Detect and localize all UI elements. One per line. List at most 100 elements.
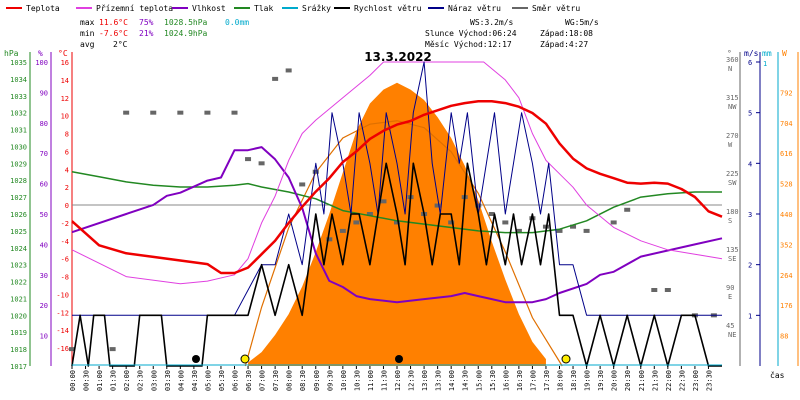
wind-tick-label: 2 — [748, 262, 752, 270]
stat-avg-temp: 2°C — [113, 40, 128, 49]
time-tick-label: 13:00 — [421, 370, 429, 391]
humidity-tick-label: 40 — [40, 241, 48, 249]
chart-title: 13.3.2022 — [364, 50, 432, 64]
legend-item-naraz-vetru: Náraz větru — [428, 4, 501, 13]
stat-min-label: min — [80, 29, 95, 38]
pressure-tick-label: 1027 — [10, 194, 27, 202]
solar-tick-label: 440 — [780, 211, 793, 219]
temperature-line — [71, 100, 723, 275]
sunset-marker — [561, 354, 571, 364]
time-tick-label: 17:00 — [529, 370, 537, 391]
time-tick-label: 19:00 — [584, 370, 592, 391]
wind-direction-point — [394, 220, 400, 225]
wind-direction-point — [109, 347, 116, 352]
wind-direction-point — [326, 237, 333, 242]
legend-label: Přízemní teplota — [96, 4, 173, 13]
temperature-tick-label: -8 — [61, 274, 69, 282]
pressure-tick-label: 1017 — [10, 363, 27, 371]
wind-direction-point — [583, 228, 590, 233]
humidity-tick-label: 20 — [40, 302, 48, 310]
wind-direction-point — [624, 207, 631, 212]
humidity-ticks: 10 20 30 40 50 60 70 80 90 100 — [35, 59, 48, 341]
humidity-tick-label: 10 — [40, 333, 48, 341]
direction-tick-name: SE — [728, 255, 736, 263]
pressure-tick-label: 1032 — [10, 110, 27, 118]
time-tick-label: 10:00 — [340, 370, 348, 391]
pressure-tick-label: 1028 — [10, 177, 27, 185]
theoretical-solar-line — [244, 120, 563, 367]
wind-direction-point — [299, 182, 306, 187]
time-tick-label: 06:30 — [245, 370, 253, 391]
wind-direction-point — [150, 110, 157, 115]
pressure-tick-label: 1026 — [10, 211, 27, 219]
pressure-tick-label: 1031 — [10, 127, 27, 135]
time-tick-label: 14:30 — [462, 370, 470, 391]
time-tick-label: 08:00 — [286, 370, 294, 391]
solar-tick-label: 88 — [780, 333, 788, 341]
time-tick-label: 15:30 — [489, 370, 497, 391]
time-tick-label: 17:30 — [543, 370, 551, 391]
time-tick-label: 08:30 — [299, 370, 307, 391]
wind-direction-point — [434, 203, 441, 208]
series-layer — [71, 61, 723, 367]
humidity-tick-label: 80 — [40, 120, 48, 128]
wind-direction-point — [231, 110, 238, 115]
astro-block: WS:3.2m/s WG:5m/s Slunce Východ:06:24 Zá… — [425, 18, 599, 49]
temperature-tick-label: -6 — [61, 256, 69, 264]
humidity-tick-label: 90 — [40, 89, 48, 97]
time-tick-label: 07:30 — [272, 370, 280, 391]
temperature-tick-label: -12 — [56, 309, 69, 317]
legend-label: Směr větru — [532, 4, 580, 13]
wind-direction-point — [380, 199, 387, 204]
wind-direction-point — [502, 220, 509, 225]
stats-block: max 11.6°C 75% 1028.5hPa 0.0mm min -7.6°… — [80, 18, 249, 49]
solar-tick-label: 264 — [780, 272, 793, 280]
time-tick-label: 12:30 — [408, 370, 416, 391]
wind-direction-point — [353, 220, 360, 225]
pressure-tick-label: 1023 — [10, 262, 27, 270]
time-tick-label: 01:30 — [110, 370, 118, 391]
time-tick-label: 06:00 — [232, 370, 240, 391]
time-tick-label: 02:00 — [123, 370, 131, 391]
solar-tick-label: 352 — [780, 241, 793, 249]
moonset-marker — [192, 355, 200, 363]
pressure-tick-label: 1020 — [10, 312, 27, 320]
legend: Teplota Přízemní teplota Vlhkost Tlak Sr… — [6, 4, 580, 13]
wind-direction-point — [664, 288, 671, 292]
stat-min-press: 1024.9hPa — [164, 29, 208, 38]
wind-direction-point — [123, 110, 130, 115]
rain-tick-label: 1 — [763, 60, 767, 68]
wind-direction-point — [69, 347, 75, 352]
ground-temperature-line — [71, 61, 723, 285]
rain-ticks: 1 — [763, 60, 767, 68]
legend-label: Vlhkost — [192, 4, 226, 13]
direction-axis-unit: ° — [727, 49, 732, 58]
wind-direction-point — [272, 76, 279, 81]
time-tick-label: 23:00 — [692, 370, 700, 391]
time-tick-label: 01:00 — [96, 370, 104, 391]
direction-tick-value: 135 — [726, 246, 739, 254]
legend-label: Srážky — [302, 4, 331, 13]
direction-tick-value: 270 — [726, 132, 739, 140]
wind-direction-point — [177, 110, 184, 115]
wind-gust-line — [72, 61, 722, 316]
direction-tick-value: 225 — [726, 170, 739, 178]
stat-avg-label: avg — [80, 40, 95, 49]
time-tick-label: 07:00 — [259, 370, 267, 391]
pressure-tick-label: 1018 — [10, 346, 27, 354]
wind-tick-label: 6 — [748, 59, 752, 67]
wind-speed-avg: WS:3.2m/s — [470, 18, 514, 27]
temperature-tick-label: 4 — [65, 166, 69, 174]
temperature-tick-label: 0 — [65, 202, 69, 210]
sunset: Západ:18:08 — [540, 29, 593, 38]
pressure-ticks: 1017 1018 1019 1020 1021 1022 1023 1024 1025 1026… — [10, 59, 27, 371]
humidity-tick-label: 60 — [40, 181, 48, 189]
temperature-ticks: -16 -14 -12 -10 -8 -6 -4 -2 0 2 4 6 8 10 12 14 16 — [56, 59, 69, 353]
temperature-tick-label: 12 — [61, 95, 69, 103]
wind-tick-label: 3 — [748, 211, 752, 219]
sunrise-marker — [240, 354, 250, 364]
temperature-tick-label: 16 — [61, 59, 69, 67]
legend-item-teplota: Teplota — [6, 4, 60, 13]
direction-tick-value: 90 — [726, 284, 734, 292]
